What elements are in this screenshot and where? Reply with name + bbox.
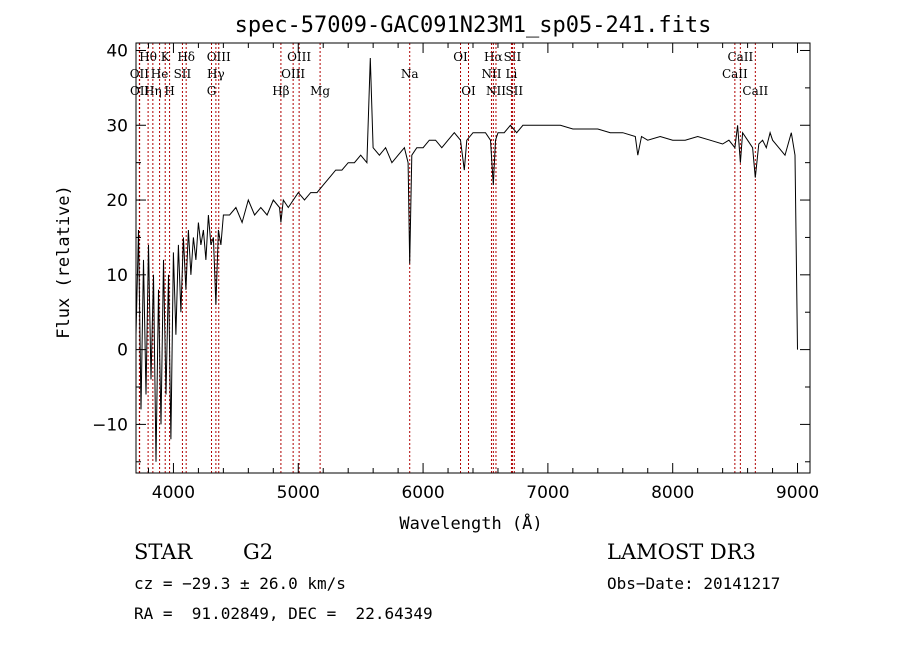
spectral-line-label: Hδ <box>177 50 195 64</box>
axis-ticks: 4000 5000 6000 7000 8000 9000 −10 0 10 20 30 40 <box>92 41 819 503</box>
x-tick-label: 7000 <box>526 483 569 503</box>
plot-frame <box>135 42 811 474</box>
y-tick-label: 30 <box>106 116 128 136</box>
y-tick-label: 10 <box>106 266 128 286</box>
spectral-line-label: OI <box>461 84 476 98</box>
spectral-line-label: CaII <box>722 67 748 81</box>
spectral-line-label: He <box>151 67 169 81</box>
spectral-line-label: OII <box>130 84 150 98</box>
spectral-line-label: Hβ <box>272 84 289 98</box>
x-tick-label: 5000 <box>277 483 320 503</box>
object-subclass: G2 <box>243 540 274 564</box>
spectral-line-label: OII <box>130 67 150 81</box>
spectral-line-label: Na <box>401 67 419 81</box>
x-tick-label: 9000 <box>776 483 819 503</box>
spectral-line-label: Hγ <box>207 67 225 81</box>
coordinates: RA = 91.02849, DEC = 22.64349 <box>134 604 433 623</box>
x-tick-label: 4000 <box>152 483 195 503</box>
spectral-line-label: H <box>164 84 174 98</box>
spectral-line-label: SII <box>505 84 523 98</box>
y-tick-label: 0 <box>117 341 128 361</box>
spectral-line-label: NII <box>486 84 506 98</box>
x-axis-label: Wavelength (Å) <box>399 512 542 534</box>
spectrum-line <box>135 57 798 462</box>
object-class: STAR <box>134 540 193 564</box>
spectral-line-label: Hη <box>144 84 162 98</box>
spectral-line-label: Hα <box>484 50 503 64</box>
spectral-line-label: SII <box>174 67 192 81</box>
redshift-value: cz = −29.3 ± 26.0 km/s <box>134 574 346 593</box>
y-tick-label: 40 <box>106 41 128 61</box>
y-axis-label: Flux (relative) <box>54 185 74 339</box>
spectral-line-label: OI <box>453 50 468 64</box>
spectral-line-label: G <box>207 84 217 98</box>
x-tick-label: 8000 <box>651 483 694 503</box>
chart-title: spec-57009-GAC091N23M1_sp05-241.fits <box>235 13 712 38</box>
spectral-line-label: NII <box>481 67 501 81</box>
spectral-line-label: OIII <box>287 50 311 64</box>
spectral-line-label: OIII <box>281 67 305 81</box>
spectral-line-label: K <box>161 50 171 64</box>
spectral-line-label: Mg <box>310 84 330 98</box>
y-tick-label: −10 <box>92 415 128 435</box>
spectral-line-label: CaII <box>742 84 768 98</box>
spectral-line-label: OIII <box>207 50 231 64</box>
spectrum-chart: spec-57009-GAC091N23M1_sp05-241.fits Hθ O… <box>54 13 819 534</box>
spectral-line-label: SII <box>504 50 522 64</box>
x-tick-label: 6000 <box>401 483 444 503</box>
spectral-line-label: Li <box>506 67 518 81</box>
spectral-line-label: Hθ <box>139 50 157 64</box>
y-tick-label: 20 <box>106 191 128 211</box>
spectral-line-label: CaII <box>727 50 753 64</box>
survey-name: LAMOST DR3 <box>607 540 756 564</box>
obs-date: Obs−Date: 20141217 <box>607 574 781 593</box>
